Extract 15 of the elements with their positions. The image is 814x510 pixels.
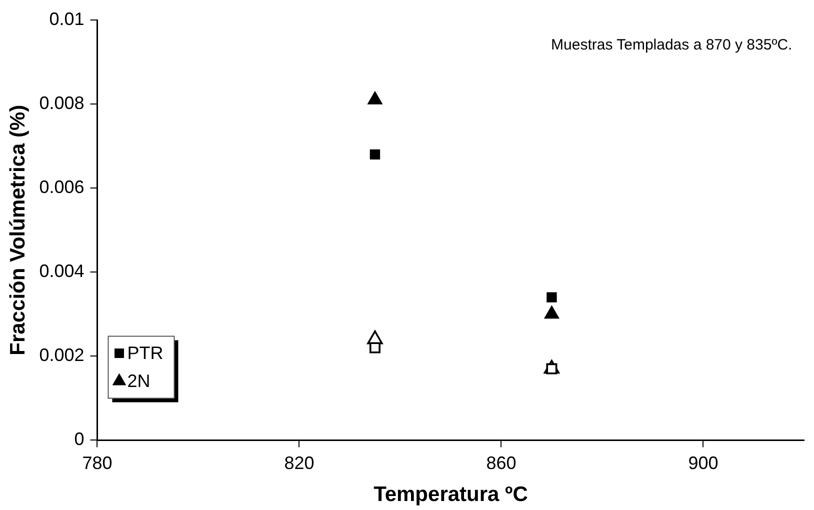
legend-label: 2N	[127, 371, 150, 392]
y-axis-title: Fracción Volúmetrica (%)	[6, 104, 30, 356]
y-tick-label: 0.004	[39, 261, 84, 282]
y-tick-label: 0	[74, 429, 84, 450]
x-axis-title: Temperatura ºC	[374, 483, 528, 506]
y-tick-label: 0.01	[49, 8, 84, 29]
y-tick-label: 0.002	[39, 345, 84, 366]
x-tick-label: 860	[486, 452, 516, 473]
x-tick-label: 900	[688, 452, 718, 473]
y-tick-label: 0.008	[39, 93, 84, 114]
annotation: Muestras Templadas a 870 y 835ºC.	[551, 36, 792, 54]
x-tick-label: 820	[284, 452, 314, 473]
x-tick-label: 780	[82, 452, 112, 473]
legend-label: PTR	[127, 343, 164, 364]
y-tick-label: 0.006	[39, 177, 84, 198]
